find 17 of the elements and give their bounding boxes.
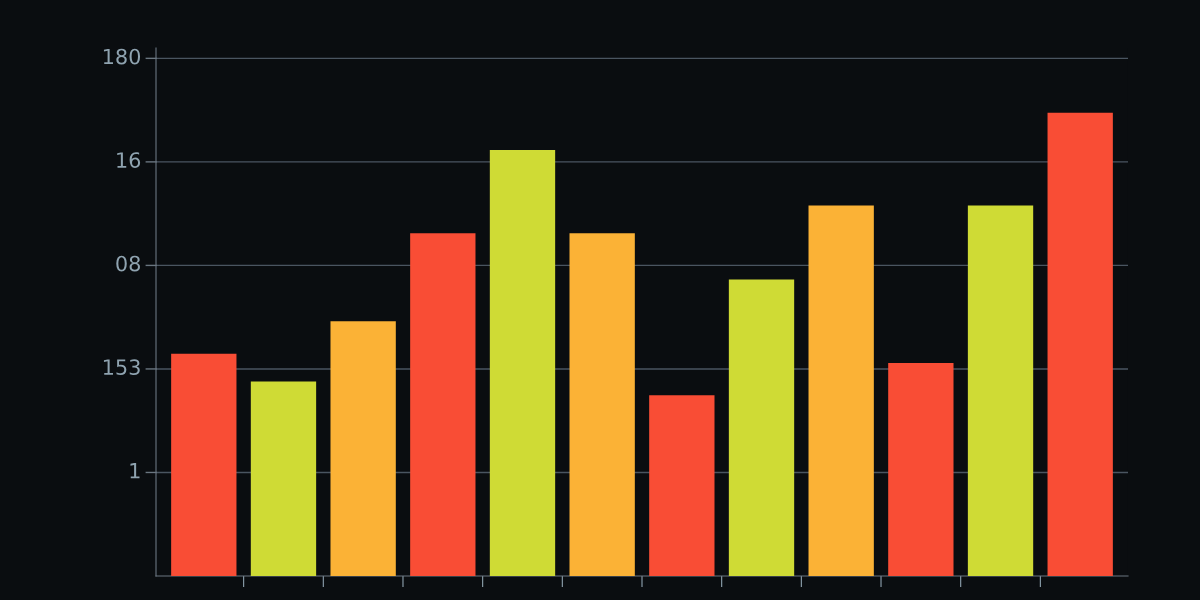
bar xyxy=(489,149,556,576)
text: 1 xyxy=(130,463,140,479)
text: 16 xyxy=(117,152,141,168)
bar xyxy=(569,233,635,576)
bar xyxy=(1047,112,1113,576)
text: 180 xyxy=(103,48,141,65)
bar xyxy=(410,233,476,576)
bar xyxy=(967,205,1034,576)
bar xyxy=(649,395,715,576)
bar xyxy=(728,279,795,576)
bar xyxy=(808,205,874,576)
text: 08 xyxy=(116,255,140,272)
bar xyxy=(250,381,317,576)
bar xyxy=(888,362,954,576)
bar xyxy=(330,321,396,576)
text: 153 xyxy=(103,359,140,375)
bar xyxy=(171,353,237,576)
